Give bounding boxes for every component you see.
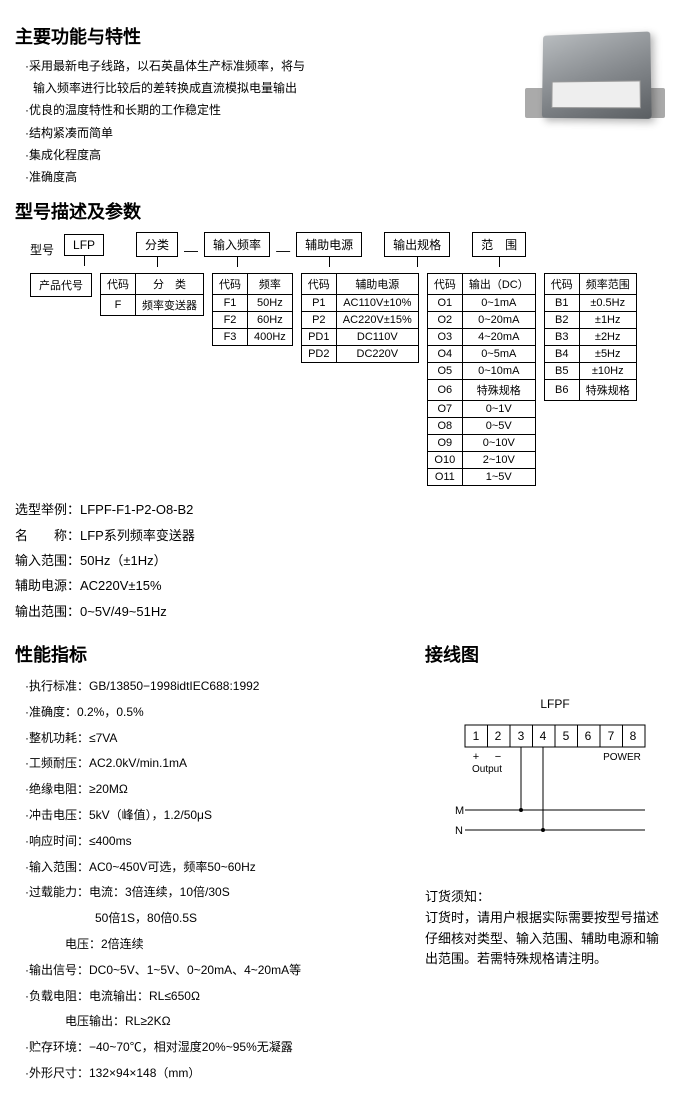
model-heading: 型号描述及参数 — [15, 198, 685, 224]
output-table: 代码输出（DC） O10~1mA O20~20mA O34~20mA O40~5… — [427, 273, 536, 486]
svg-text:7: 7 — [608, 729, 615, 743]
aux-table: 代码辅助电源 P1AC110V±10% P2AC220V±15% PD1DC11… — [301, 273, 419, 363]
class-table: 代码分 类 F频率变送器 — [100, 273, 204, 316]
svg-text:3: 3 — [518, 729, 525, 743]
svg-text:POWER: POWER — [603, 752, 641, 763]
wiring-heading: 接线图 — [425, 641, 685, 667]
svg-text:N: N — [455, 825, 463, 837]
box-range: 范 围 — [472, 232, 526, 257]
feature-item: ·结构紧凑而简单 — [15, 124, 505, 143]
wiring-svg: 1 2 3 4 5 6 7 8 + − Output POWER — [440, 715, 670, 865]
svg-text:+: + — [473, 751, 479, 763]
svg-text:−: − — [495, 751, 501, 763]
box-lfp: LFP — [64, 234, 104, 256]
model-diagram: 型号 LFP 分类 — 输入频率 — 辅助电源 输出规格 范 围 产品代号 代码… — [30, 232, 685, 486]
feature-item: 输入频率进行比较后的差转换成直流模拟电量输出 — [15, 79, 505, 98]
feature-item: ·优良的温度特性和长期的工作稳定性 — [15, 101, 505, 120]
svg-text:5: 5 — [563, 729, 570, 743]
model-label: 型号 — [30, 241, 54, 258]
product-code-label: 产品代号 — [30, 273, 92, 297]
svg-text:4: 4 — [540, 729, 547, 743]
feature-item: ·集成化程度高 — [15, 146, 505, 165]
spec-heading: 性能指标 — [15, 641, 395, 667]
svg-text:1: 1 — [473, 729, 480, 743]
box-aux-power: 辅助电源 — [296, 232, 362, 257]
range-table: 代码频率范围 B1±0.5Hz B2±1Hz B3±2Hz B4±5Hz B5±… — [544, 273, 637, 401]
order-note: 订货须知： 订货时，请用户根据实际需要按型号描述 仔细核对类型、输入范围、辅助电… — [425, 887, 685, 970]
features-heading: 主要功能与特性 — [15, 23, 505, 49]
feature-item: ·准确度高 — [15, 168, 505, 187]
svg-text:Output: Output — [472, 764, 502, 775]
dash: — — [276, 242, 290, 258]
dash: — — [184, 242, 198, 258]
product-image — [505, 15, 685, 135]
svg-text:8: 8 — [630, 729, 637, 743]
wiring-title: LFPF — [425, 697, 685, 711]
spec-list: ·执行标准：GB/13850−1998idtIEC688:1992 ·准确度：0… — [15, 675, 395, 1085]
svg-text:6: 6 — [585, 729, 592, 743]
example-block: 选型举例：LFPF-F1-P2-O8-B2 名 称：LFP系列频率变送器 输入范… — [15, 498, 685, 623]
freq-table: 代码频率 F150Hz F260Hz F3400Hz — [212, 273, 293, 346]
box-input-freq: 输入频率 — [204, 232, 270, 257]
wiring-diagram: LFPF 1 2 3 4 5 — [425, 697, 685, 877]
box-class: 分类 — [136, 232, 178, 257]
svg-text:M: M — [455, 805, 464, 817]
feature-item: ·采用最新电子线路，以石英晶体生产标准频率，将与 — [15, 57, 505, 76]
svg-text:2: 2 — [495, 729, 502, 743]
box-output-spec: 输出规格 — [384, 232, 450, 257]
